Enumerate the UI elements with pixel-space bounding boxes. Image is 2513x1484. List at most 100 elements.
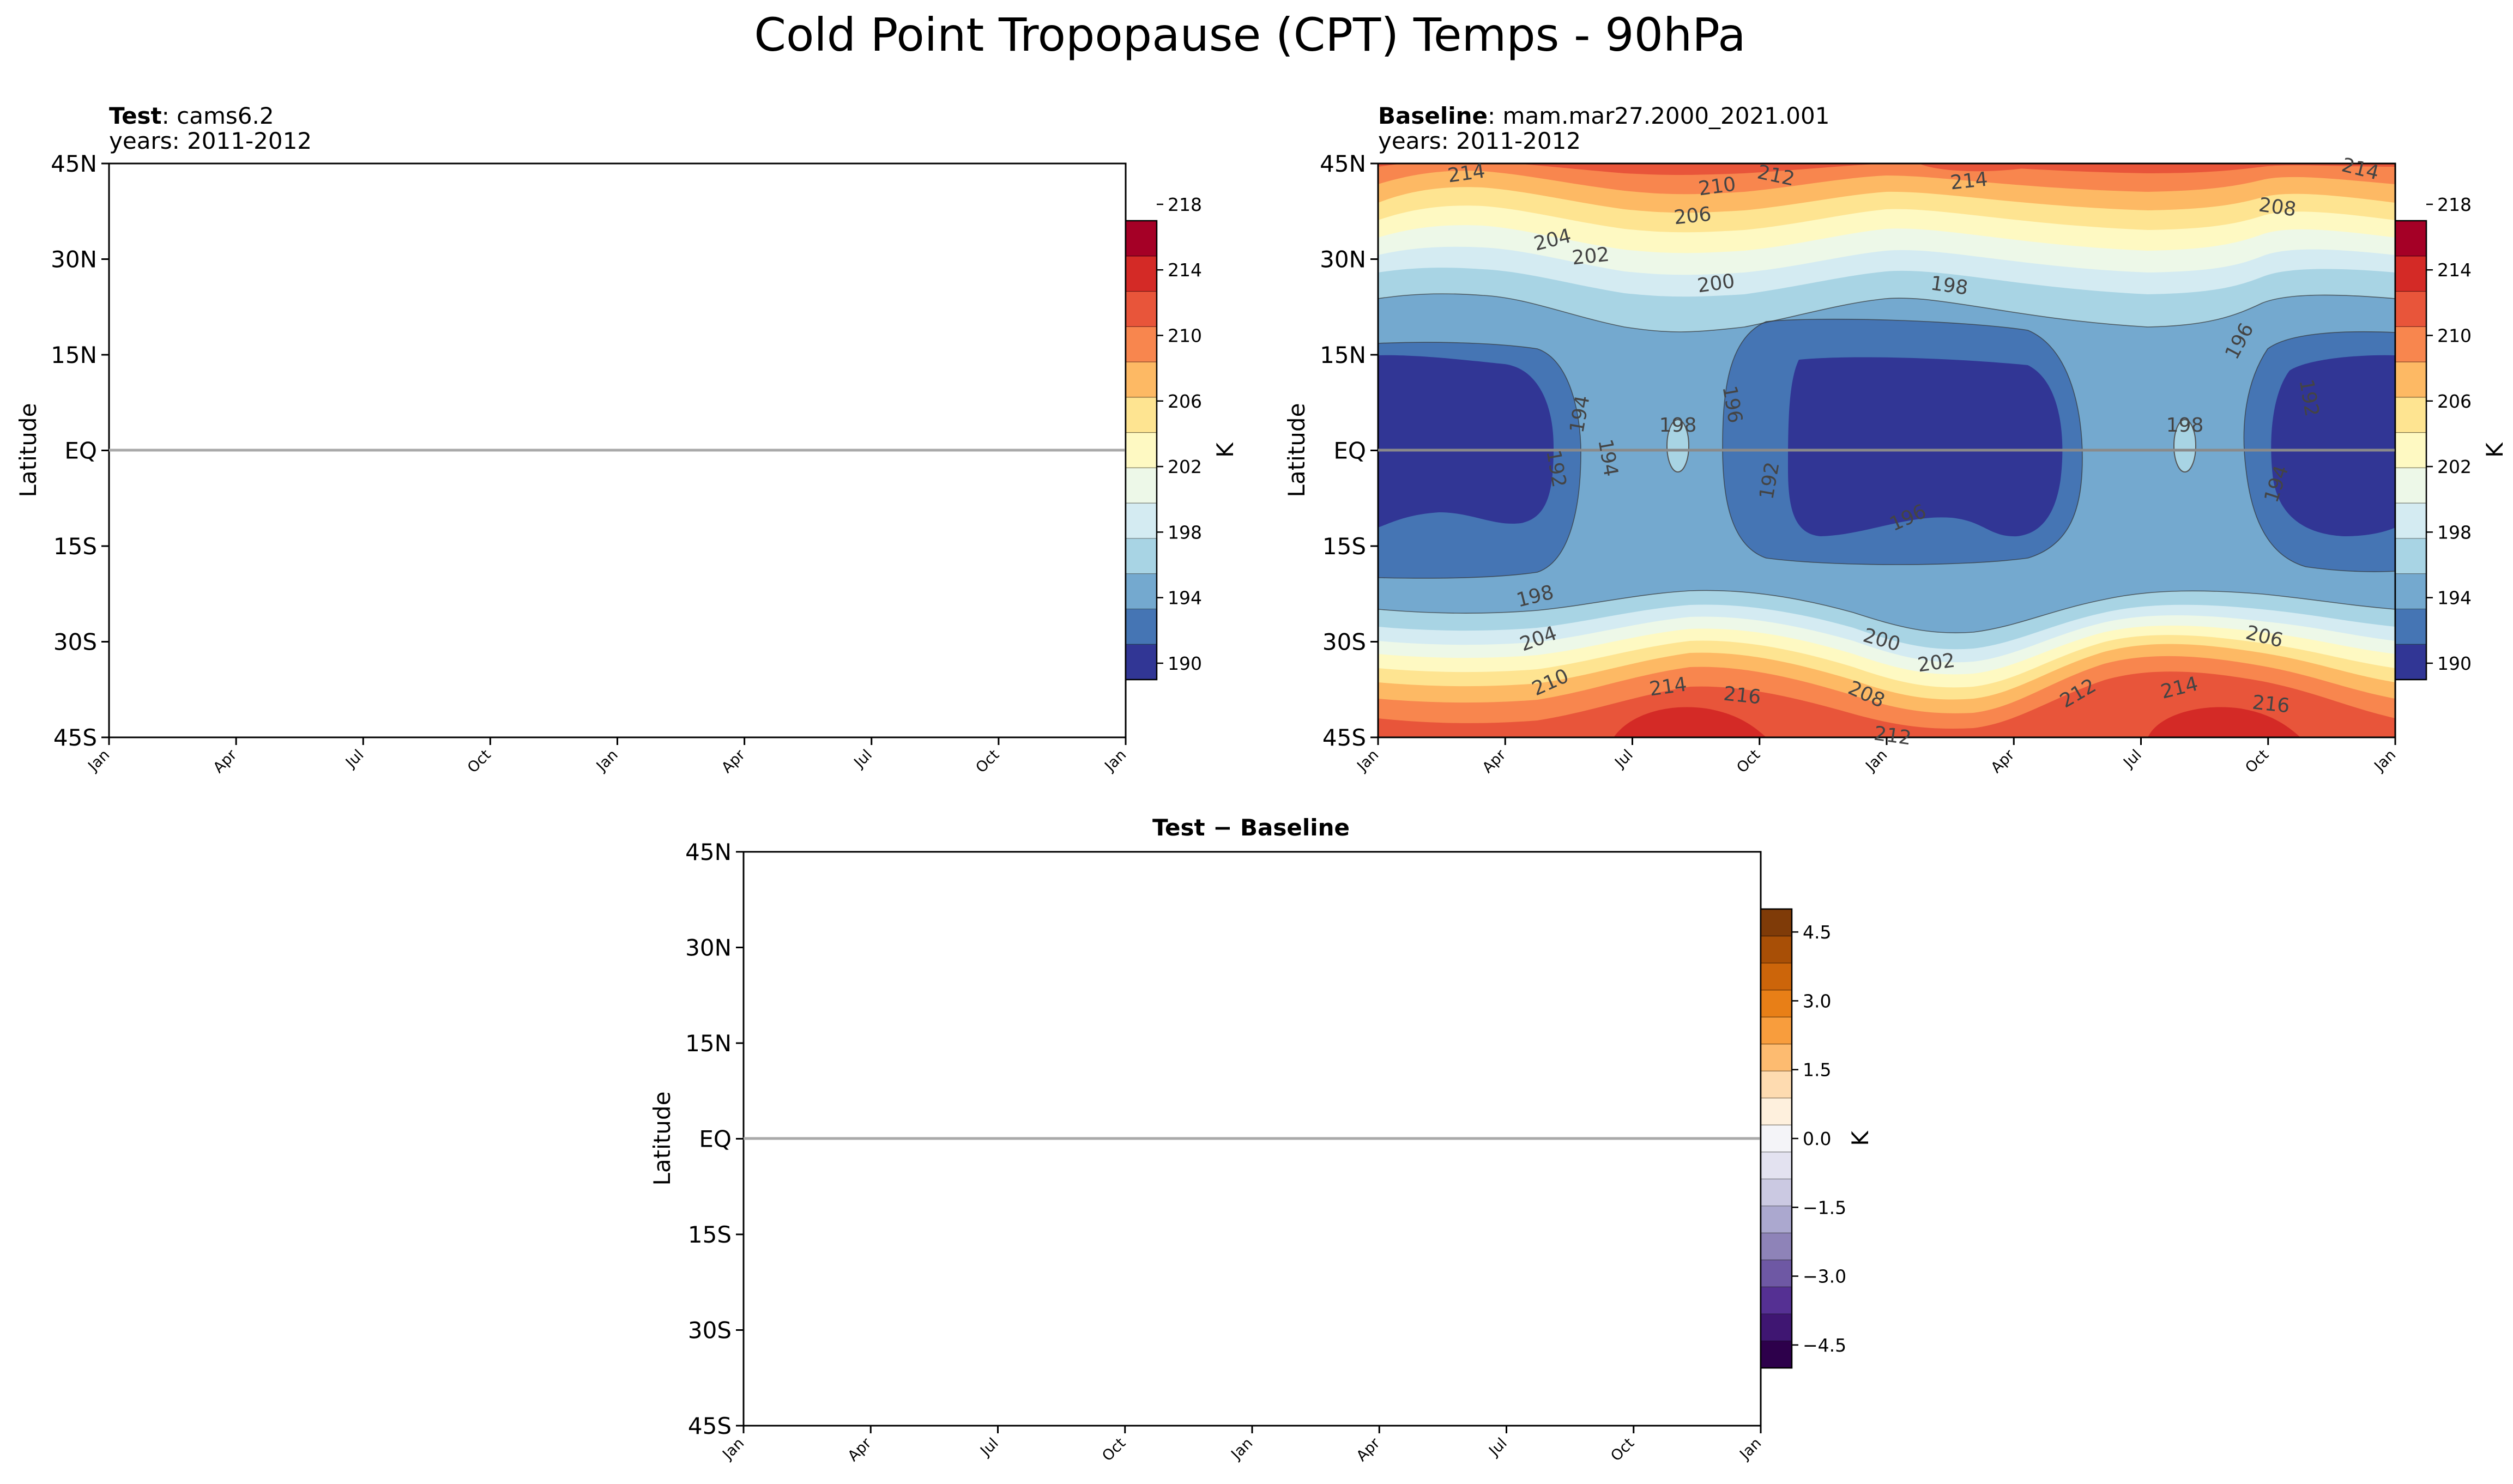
contour-label: 200 [1696,270,1736,297]
contour-label: 202 [1916,649,1956,676]
colorbar-tick-label: 0.0 [1803,1128,1831,1149]
test-colorbar: 190 194 198 202 206 210 214 218 K [1125,194,1239,681]
x-tick-label: Jul [2119,747,2144,772]
colorbar-segment [2395,256,2426,292]
y-tick-label: 30S [1322,629,1366,656]
baseline-y-label: Latitude [1283,403,1310,498]
colorbar-segment [2395,468,2426,504]
colorbar-tick-label: −1.5 [1803,1197,1846,1218]
colorbar-tick-label: 202 [2437,456,2472,477]
x-tick-label: Jan [2371,747,2400,776]
colorbar-segment [1126,432,1157,468]
colorbar-segment [1126,291,1157,327]
contour-label: 214 [1949,168,1989,195]
y-tick-label: 15S [1322,533,1366,560]
baseline-y-ticks: 45N 30N 15N EQ 15S 30S 45S [1320,150,1378,751]
colorbar-segment [2395,362,2426,398]
colorbar-tick-label: 4.5 [1803,922,1831,943]
colorbar-segment [1126,503,1157,539]
colorbar-segment [1761,1125,1792,1153]
figure-title: Cold Point Tropopause (CPT) Temps - 90hP… [754,8,1745,62]
colorbar-segment [1761,1152,1792,1179]
y-tick-label: 45N [685,839,732,865]
colorbar-segment [1761,963,1792,991]
contour-label: 206 [1673,203,1713,229]
diff-y-label: Latitude [649,1092,675,1186]
colorbar-segment [1761,936,1792,964]
colorbar-tick-label: 202 [1168,456,1202,477]
test-panel: Test: cams6.2 years: 2011-2012 45N 30N 15N… [15,102,1239,777]
colorbar-segment [1761,1098,1792,1125]
colorbar-segment [2395,432,2426,468]
x-tick-label: Oct [1733,747,1763,777]
baseline-panel-years: years: 2011-2012 [1378,128,1581,154]
colorbar-tick-label: −4.5 [1803,1335,1846,1356]
y-tick-label: 45N [51,150,97,177]
colorbar-tick-label: 214 [2437,259,2472,281]
colorbar-tick-label: −3.0 [1803,1266,1846,1287]
diff-x-ticks: Jan Apr Jul Oct Jan Apr Jul Oct Jan [719,1426,1765,1465]
x-tick-label: Apr [845,1434,875,1465]
y-tick-label: 45S [53,724,97,751]
colorbar-segment [1126,256,1157,292]
y-tick-label: EQ [1333,438,1366,464]
colorbar-segment [2395,644,2426,680]
colorbar-segment [1126,326,1157,362]
colorbar-segment [1126,573,1157,610]
colorbar-tick-label: 1.5 [1803,1059,1831,1081]
y-tick-label: 45S [688,1413,732,1439]
colorbar-label: K [2481,442,2508,458]
diff-y-ticks: 45N 30N 15N EQ 15S 30S 45S [685,839,744,1439]
colorbar-segment [1761,1287,1792,1315]
colorbar-segment [1126,221,1157,257]
colorbar-segment [1126,644,1157,680]
colorbar-segment [1761,1341,1792,1368]
y-tick-label: 45S [1322,724,1366,751]
y-tick-label: 15N [1320,342,1366,368]
contour-label: 216 [2251,692,2291,718]
y-tick-label: 30N [1320,246,1366,273]
colorbar-segment [1761,1044,1792,1071]
y-tick-label: 15N [51,342,97,368]
y-tick-label: 15S [53,533,97,560]
diff-colorbar: 4.5 3.0 1.5 0.0 −1.5 −3.0 −4.5 K [1760,908,1874,1369]
y-tick-label: 15N [685,1030,732,1057]
x-tick-label: Apr [210,746,240,777]
y-tick-label: 30N [685,935,732,961]
colorbar-segment [2395,326,2426,362]
colorbar-label: K [1847,1130,1874,1146]
x-tick-label: Apr [1479,746,1510,777]
x-tick-label: Jul [342,747,367,772]
x-tick-label: Oct [1099,1435,1129,1465]
y-tick-label: EQ [64,438,97,464]
contour-label: 214 [1648,673,1688,700]
colorbar-segment [1761,1071,1792,1099]
x-tick-label: Apr [1988,746,2019,777]
x-tick-label: Jan [593,747,621,776]
colorbar-segment [2395,291,2426,327]
colorbar-segment [1126,362,1157,398]
baseline-panel: Baseline: mam.mar27.2000_2021.001 years:… [1283,102,2508,777]
x-tick-label: Jan [1228,1435,1256,1464]
x-tick-label: Jul [1611,747,1636,772]
colorbar-tick-label: 206 [1168,391,1202,412]
colorbar-segment [2395,503,2426,539]
colorbar-tick-label: 198 [2437,522,2472,543]
diff-panel-title: Test − Baseline [1152,814,1350,841]
x-tick-label: Apr [1354,1434,1384,1465]
colorbar-segment [1761,990,1792,1017]
colorbar-segment [1761,1313,1792,1342]
contour-label: 216 [1723,683,1762,709]
colorbar-segment [2395,609,2426,645]
x-tick-label: Jul [1485,1435,1510,1460]
baseline-contour-field [1378,163,2395,737]
colorbar-tick-label: 214 [1168,259,1202,281]
colorbar-segment [1761,1259,1792,1288]
test-panel-title: Test: cams6.2 [109,102,274,129]
colorbar-tick-label: 194 [1168,587,1202,609]
x-tick-label: Oct [972,747,1002,777]
x-tick-label: Oct [464,747,494,777]
x-tick-label: Jul [976,1435,1001,1460]
